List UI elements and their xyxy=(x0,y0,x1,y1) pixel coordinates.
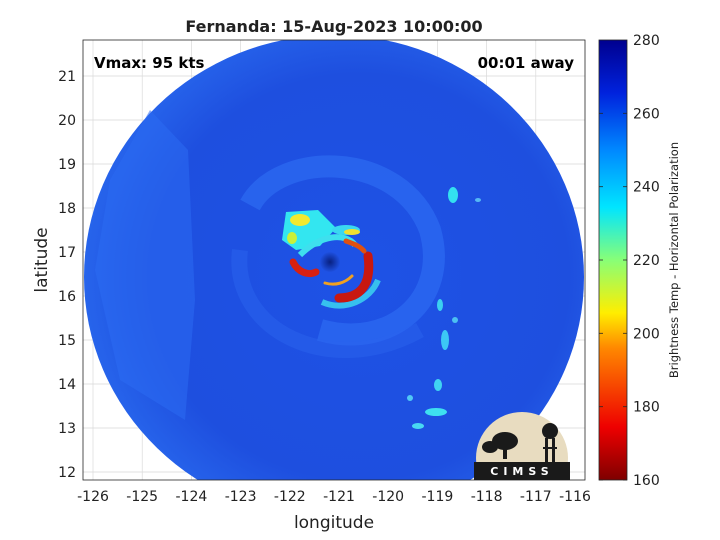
colorbar-tick-label: 220 xyxy=(633,253,660,269)
y-axis-label: latitude xyxy=(32,227,52,292)
y-tick-label: 20 xyxy=(58,113,76,129)
x-tick-label: -123 xyxy=(225,489,257,505)
x-tick-label: -122 xyxy=(274,489,306,505)
x-tick-label: -124 xyxy=(176,489,208,505)
colorbar-tick-label: 240 xyxy=(633,180,660,196)
colorbar-label: Brightness Temp - Horizontal Polarizatio… xyxy=(667,142,681,378)
figure-title: Fernanda: 15-Aug-2023 10:00:00 xyxy=(185,17,482,36)
x-tick-label: -120 xyxy=(372,489,404,505)
x-axis: -126 -125 -124 -123 -122 -121 -120 -119 … xyxy=(77,489,591,505)
colorbar-tick-label: 200 xyxy=(633,326,660,342)
x-tick-label: -116 xyxy=(559,489,591,505)
colorbar-tick-label: 160 xyxy=(633,473,660,489)
y-tick-label: 12 xyxy=(58,465,76,481)
colorbar-tick-label: 280 xyxy=(633,33,660,49)
colorbar: 160 180 200 220 240 260 280 Brightness T… xyxy=(598,33,681,489)
y-axis: 12 13 14 15 16 17 18 19 20 21 xyxy=(58,69,76,481)
y-tick-label: 21 xyxy=(58,69,76,85)
cimss-logo: CIMSS xyxy=(474,412,570,480)
time-annotation: 00:01 away xyxy=(478,54,575,72)
y-tick-label: 17 xyxy=(58,245,76,261)
colorbar-tick-label: 260 xyxy=(633,106,660,122)
vmax-annotation: Vmax: 95 kts xyxy=(94,54,204,72)
y-tick-label: 14 xyxy=(58,377,76,393)
y-tick-label: 19 xyxy=(58,157,76,173)
x-axis-label: longitude xyxy=(294,513,374,533)
colorbar-tick-label: 180 xyxy=(633,400,660,416)
x-tick-label: -118 xyxy=(471,489,503,505)
colorbar-gradient xyxy=(598,39,628,481)
axes-frame xyxy=(82,39,586,481)
x-tick-label: -126 xyxy=(77,489,109,505)
x-tick-label: -119 xyxy=(422,489,454,505)
logo-text: CIMSS xyxy=(490,465,553,478)
y-tick-label: 16 xyxy=(58,289,76,305)
x-tick-label: -121 xyxy=(323,489,355,505)
satellite-swath xyxy=(84,40,584,480)
y-tick-label: 13 xyxy=(58,421,76,437)
y-tick-label: 18 xyxy=(58,201,76,217)
x-tick-label: -125 xyxy=(126,489,158,505)
x-tick-label: -117 xyxy=(520,489,552,505)
y-tick-label: 15 xyxy=(58,333,76,349)
